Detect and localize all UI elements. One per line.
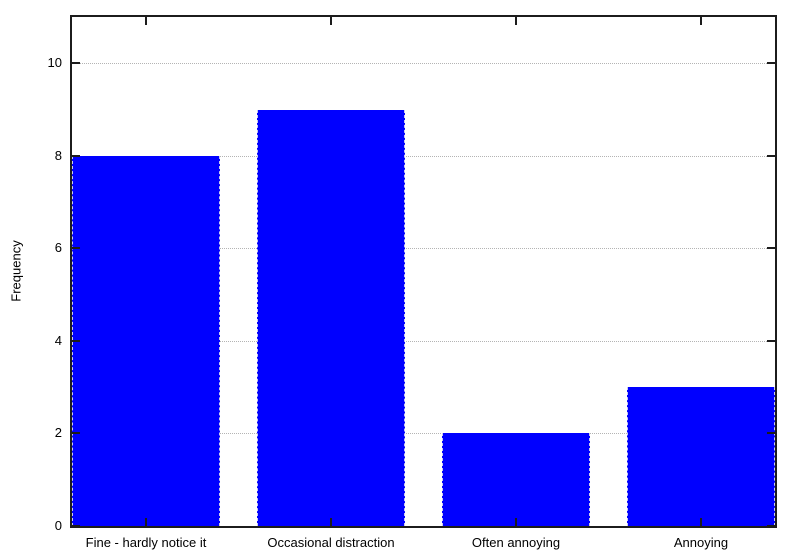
- ytick-label-6: 6: [54, 240, 62, 256]
- gridline-y-6: [72, 248, 775, 250]
- ytick-label-4: 4: [54, 332, 62, 348]
- xtick-mark-top-0: [145, 17, 147, 25]
- xtick-mark-top-3: [700, 17, 702, 25]
- ytick-mark-left-8: [72, 154, 80, 157]
- gridline-y-10: [72, 63, 775, 65]
- xtick-label-1: Occasional distraction: [267, 535, 395, 550]
- xtick-mark-bottom-1: [330, 518, 332, 526]
- ytick-mark-right-4: [767, 339, 775, 342]
- bar-2: [442, 433, 590, 526]
- xtick-label-2: Often annoying: [471, 535, 561, 550]
- ytick-mark-left-4: [72, 339, 80, 342]
- xtick-label-3: Annoying: [673, 535, 729, 550]
- ytick-mark-left-10: [72, 62, 80, 65]
- xtick-label-0: Fine - hardly notice it: [85, 535, 207, 550]
- gridline-y-8: [72, 155, 775, 157]
- bar-0: [72, 155, 220, 526]
- ytick-mark-right-10: [767, 62, 775, 65]
- bar-1: [257, 109, 405, 526]
- xtick-mark-bottom-0: [145, 518, 147, 526]
- ytick-label-10: 10: [47, 55, 62, 71]
- ytick-mark-left-2: [72, 432, 80, 435]
- ytick-mark-right-0: [767, 525, 775, 526]
- ytick-label-8: 8: [54, 147, 62, 163]
- ytick-mark-right-2: [767, 432, 775, 435]
- xtick-mark-top-1: [330, 17, 332, 25]
- ytick-mark-right-8: [767, 154, 775, 157]
- ytick-mark-right-6: [767, 247, 775, 250]
- xtick-mark-top-2: [515, 17, 517, 25]
- gridline-y-4: [72, 340, 775, 342]
- ytick-mark-left-0: [72, 525, 80, 526]
- ytick-mark-left-6: [72, 247, 80, 250]
- bar-3: [627, 387, 775, 526]
- ytick-label-2: 2: [54, 425, 62, 441]
- plot-area: [70, 15, 777, 528]
- gridline-y-2: [72, 433, 775, 435]
- xtick-mark-bottom-3: [700, 518, 702, 526]
- xtick-mark-bottom-2: [515, 518, 517, 526]
- ytick-label-0: 0: [54, 518, 62, 533]
